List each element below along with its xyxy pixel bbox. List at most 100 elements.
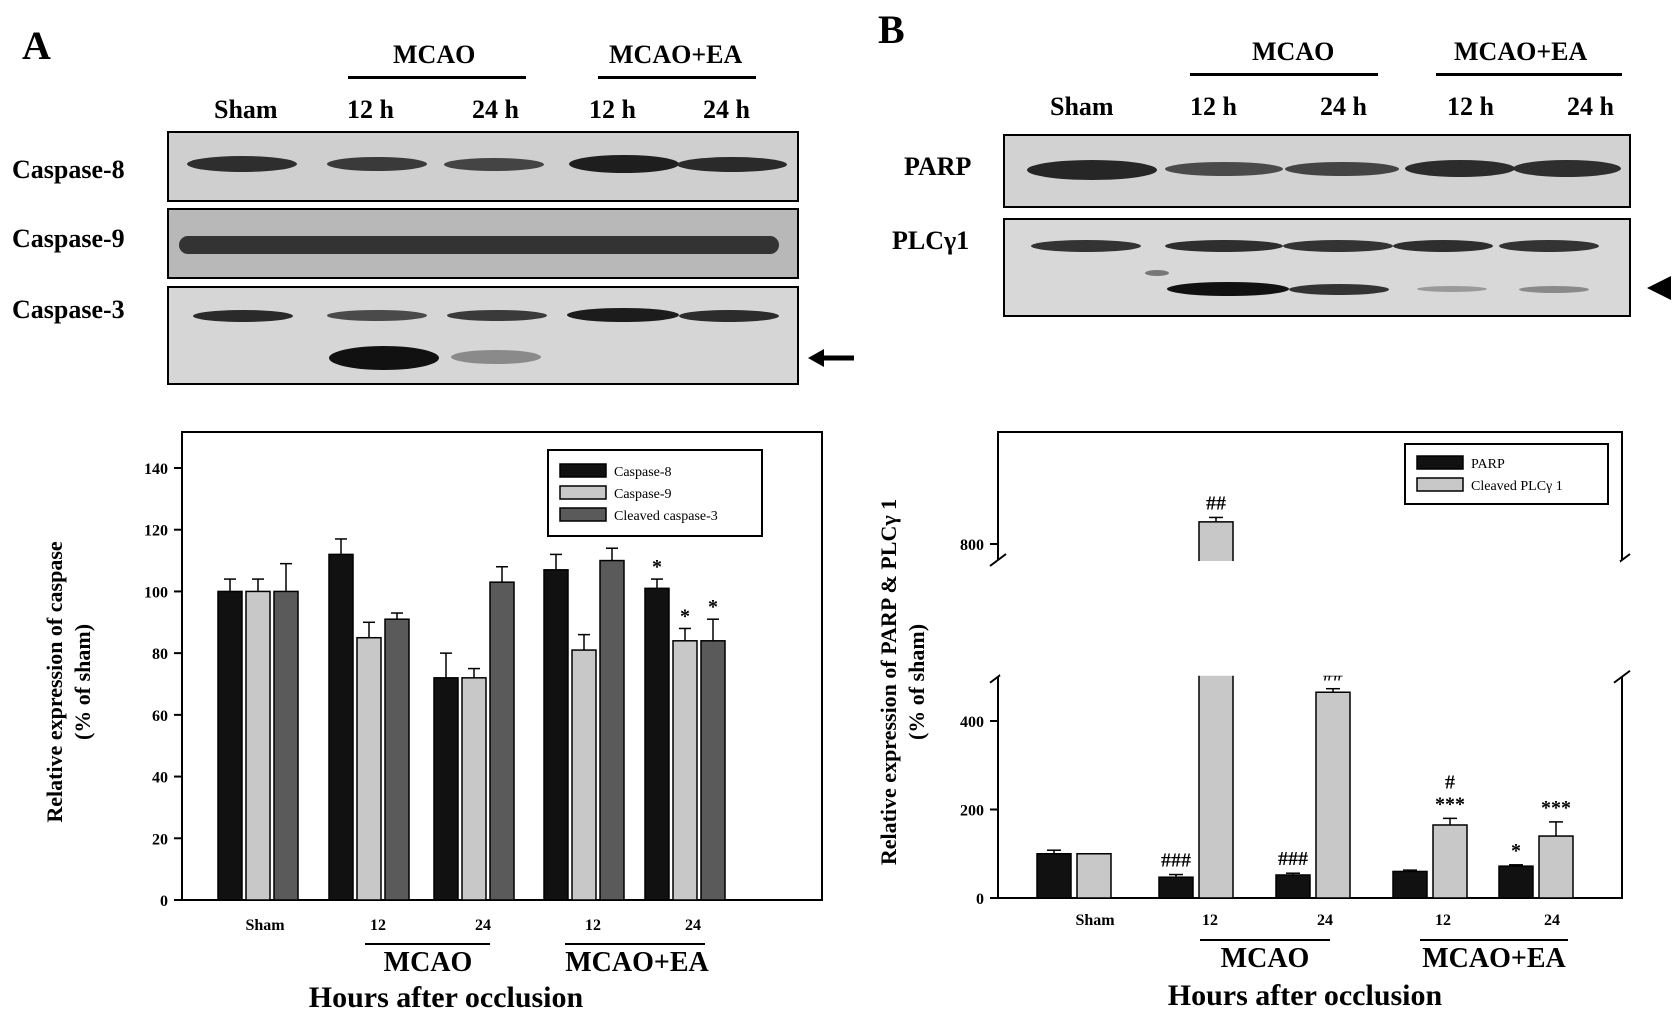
y-tick-label: 200 bbox=[960, 803, 984, 820]
y-tick-label: 400 bbox=[960, 714, 984, 731]
panel-a-lane-label: 24 h bbox=[703, 95, 750, 124]
legend-swatch bbox=[559, 507, 607, 522]
bar-parp bbox=[1036, 853, 1072, 899]
protein-label-caspase-8: Caspase-8 bbox=[12, 155, 125, 184]
panel-b-lane-label: 24 h bbox=[1567, 92, 1614, 121]
panel-a-group-mcao-line bbox=[348, 76, 526, 79]
legend-swatch bbox=[559, 463, 607, 478]
bar-cleaved-plc-1 bbox=[1432, 824, 1468, 899]
bar-cleaved-caspase-3 bbox=[489, 581, 515, 901]
x-group-label: MCAO+EA bbox=[1422, 943, 1566, 974]
significance-mark: *** bbox=[1435, 793, 1465, 815]
bar-cleaved-caspase-3 bbox=[273, 590, 299, 901]
y-tick-label: 0 bbox=[160, 893, 168, 910]
bar-caspase-8 bbox=[217, 590, 243, 901]
bar-parp bbox=[1392, 870, 1428, 899]
legend-swatch bbox=[1416, 455, 1464, 470]
legend-label: Caspase-8 bbox=[614, 465, 672, 480]
x-tick-label: Sham bbox=[1075, 912, 1115, 929]
panel-b-lane-label: 12 h bbox=[1190, 92, 1237, 121]
legend-label: PARP bbox=[1471, 457, 1505, 472]
panel-a-group-mcaoea: MCAO+EA bbox=[609, 40, 743, 69]
blot-caspase-9 bbox=[167, 208, 799, 279]
x-tick-label: 24 bbox=[1544, 912, 1560, 929]
bar-caspase-9 bbox=[245, 590, 271, 901]
panel-a-lane-label: Sham bbox=[214, 95, 278, 124]
bar-caspase-9 bbox=[672, 640, 698, 901]
panel-a-lane-label: 24 h bbox=[472, 95, 519, 124]
bar-caspase-9 bbox=[461, 677, 487, 901]
x-axis-label: Hours after occlusion bbox=[1168, 979, 1443, 1012]
bar-cleaved-caspase-3 bbox=[384, 618, 410, 901]
y-tick-label: 0 bbox=[976, 891, 984, 908]
x-group-label: MCAO+EA bbox=[565, 947, 709, 978]
x-tick-label: 24 bbox=[685, 917, 701, 934]
bar-cleaved-plc-1 bbox=[1538, 835, 1574, 899]
panel-a-letter: A bbox=[22, 23, 51, 68]
y-axis-label-line1: Relative expression of caspase bbox=[42, 541, 67, 823]
significance-mark: # bbox=[1445, 771, 1455, 793]
panel-b-lane-label: Sham bbox=[1050, 92, 1114, 121]
significance-mark: * bbox=[708, 596, 718, 618]
y-tick-label: 40 bbox=[152, 770, 168, 787]
panel-a-lane-label: 12 h bbox=[589, 95, 636, 124]
x-tick-label: 24 bbox=[475, 917, 491, 934]
y-tick-label: 140 bbox=[144, 461, 168, 478]
x-group-label: MCAO bbox=[1221, 943, 1310, 974]
chart-parp-plcg1: 0 200 400 800 Relative expression of PARP & … bbox=[876, 431, 1631, 1012]
panel-b-lane-label: 12 h bbox=[1447, 92, 1494, 121]
legend-swatch bbox=[559, 485, 607, 500]
axis-break-gap bbox=[1000, 561, 1620, 676]
y-axis-label-line2: (% of sham) bbox=[904, 624, 929, 740]
bar-parp bbox=[1498, 865, 1534, 899]
y-axis-label-line2: (% of sham) bbox=[70, 624, 95, 740]
x-group-label: MCAO bbox=[384, 947, 473, 978]
significance-mark: ## bbox=[1206, 492, 1226, 514]
y-tick-label: 800 bbox=[960, 537, 984, 554]
blot-plcg1 bbox=[1003, 218, 1631, 317]
panel-b-group-mcaoea: MCAO+EA bbox=[1454, 37, 1588, 66]
axis-break-mark bbox=[989, 553, 1007, 567]
significance-mark: ### bbox=[1278, 848, 1308, 870]
y-tick-label: 20 bbox=[152, 831, 168, 848]
panel-a-group-mcaoea-line bbox=[598, 76, 756, 79]
x-tick-label: Sham bbox=[245, 917, 285, 934]
blot-parp bbox=[1003, 134, 1631, 208]
arrow-left-icon bbox=[808, 349, 854, 367]
protein-label-caspase-9: Caspase-9 bbox=[12, 224, 125, 253]
x-tick-label: 12 bbox=[1435, 912, 1451, 929]
plot-frame-upper bbox=[997, 431, 1623, 560]
protein-label-parp: PARP bbox=[904, 152, 972, 181]
y-axis-label: Relative expression of caspase (% of sham… bbox=[42, 541, 95, 823]
significance-mark: ### bbox=[1161, 850, 1191, 872]
protein-label-plcg1: PLCγ1 bbox=[892, 226, 970, 255]
bar-caspase-8 bbox=[543, 569, 569, 901]
legend-swatch bbox=[1416, 477, 1464, 492]
y-tick-label: 100 bbox=[144, 584, 168, 601]
bar-cleaved-plc-1 bbox=[1315, 691, 1351, 899]
y-tick-label: 60 bbox=[152, 708, 168, 725]
bar-caspase-9 bbox=[356, 636, 382, 901]
blot-caspase-3 bbox=[167, 286, 799, 385]
panel-b-group-mcaoea-line bbox=[1436, 73, 1622, 76]
panel-b-group-mcao-line bbox=[1190, 73, 1378, 76]
bar-cleaved-plc-1 bbox=[1076, 853, 1112, 899]
bar-caspase-9 bbox=[571, 649, 597, 901]
chart-caspase: 0 20 40 60 80 100 120 140 Relative expression of… bbox=[42, 431, 823, 1014]
bar-caspase-8 bbox=[328, 553, 354, 901]
significance-mark: *** bbox=[1541, 797, 1571, 819]
protein-label-caspase-3: Caspase-3 bbox=[12, 295, 125, 324]
bar-caspase-8 bbox=[644, 587, 670, 901]
x-tick-label: 12 bbox=[1202, 912, 1218, 929]
arrowhead-left-icon bbox=[1647, 276, 1671, 300]
legend-box bbox=[1404, 443, 1609, 505]
significance-mark: * bbox=[680, 605, 690, 627]
significance-mark: * bbox=[652, 556, 662, 578]
x-axis-label: Hours after occlusion bbox=[309, 981, 584, 1014]
blot-caspase-8 bbox=[167, 131, 799, 202]
panel-a-lane-label: 12 h bbox=[347, 95, 394, 124]
significance-mark: * bbox=[1511, 840, 1521, 862]
y-axis-label: Relative expression of PARP & PLCγ 1 (% o… bbox=[876, 499, 929, 865]
y-tick-label: 120 bbox=[144, 523, 168, 540]
bar-cleaved-caspase-3 bbox=[599, 559, 625, 901]
